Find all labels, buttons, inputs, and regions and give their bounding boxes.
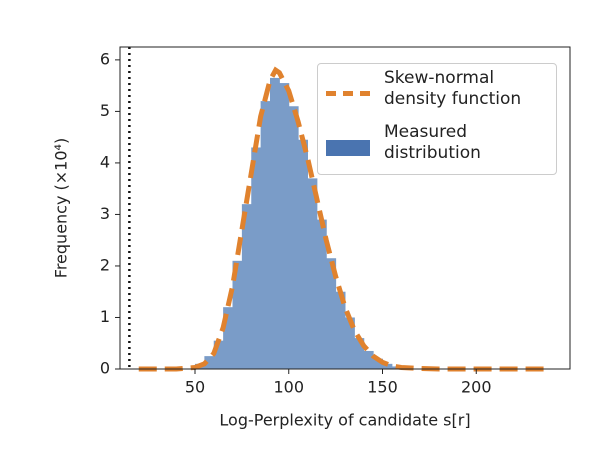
x-axis-label: Log-Perplexity of candidate s[r] bbox=[219, 411, 470, 430]
histogram-bar bbox=[326, 258, 337, 369]
y-tick-label: 6 bbox=[100, 49, 110, 68]
y-tick-label: 0 bbox=[100, 359, 110, 378]
histogram-bar bbox=[251, 147, 262, 369]
histogram-bar bbox=[316, 219, 327, 369]
legend-item: Measured distribution bbox=[318, 122, 556, 172]
y-tick-label: 4 bbox=[100, 152, 110, 171]
histogram-bar bbox=[279, 83, 290, 370]
legend: Skew-normal density function Measured dis… bbox=[317, 63, 557, 175]
histogram-bar bbox=[354, 338, 365, 369]
x-tick-label: 100 bbox=[273, 378, 304, 397]
x-tick-label: 50 bbox=[185, 378, 205, 397]
histogram-bar bbox=[260, 101, 271, 369]
legend-swatch bbox=[326, 91, 370, 96]
legend-label: Measured distribution bbox=[384, 122, 481, 163]
histogram-bar bbox=[373, 358, 383, 369]
histogram-bar bbox=[270, 77, 280, 370]
histogram-bar bbox=[382, 363, 393, 369]
plot-frame bbox=[119, 46, 571, 370]
histogram-bar bbox=[241, 204, 252, 369]
histogram-bar bbox=[232, 260, 243, 369]
legend-item: Skew-normal density function bbox=[318, 68, 556, 118]
histogram-bar bbox=[288, 106, 299, 370]
histogram-bar bbox=[213, 340, 224, 369]
histogram-bar bbox=[345, 317, 355, 369]
y-tick-label: 5 bbox=[100, 101, 110, 120]
density-line bbox=[138, 66, 546, 372]
histogram-bar bbox=[223, 307, 233, 369]
x-tick-label: 150 bbox=[367, 378, 398, 397]
x-tick-label: 200 bbox=[461, 378, 492, 397]
histogram-bar bbox=[363, 350, 374, 369]
legend-swatch bbox=[326, 140, 370, 156]
legend-label: Skew-normal density function bbox=[384, 68, 522, 109]
histogram-bar bbox=[335, 291, 346, 369]
y-tick-label: 3 bbox=[100, 204, 110, 223]
y-tick-label: 1 bbox=[100, 307, 110, 326]
histogram-bar bbox=[298, 139, 308, 369]
y-tick-label: 2 bbox=[100, 255, 110, 274]
y-axis-label: Frequency (×10⁴) bbox=[52, 138, 71, 278]
histogram-bar bbox=[204, 356, 215, 369]
histogram-bar bbox=[307, 178, 318, 369]
